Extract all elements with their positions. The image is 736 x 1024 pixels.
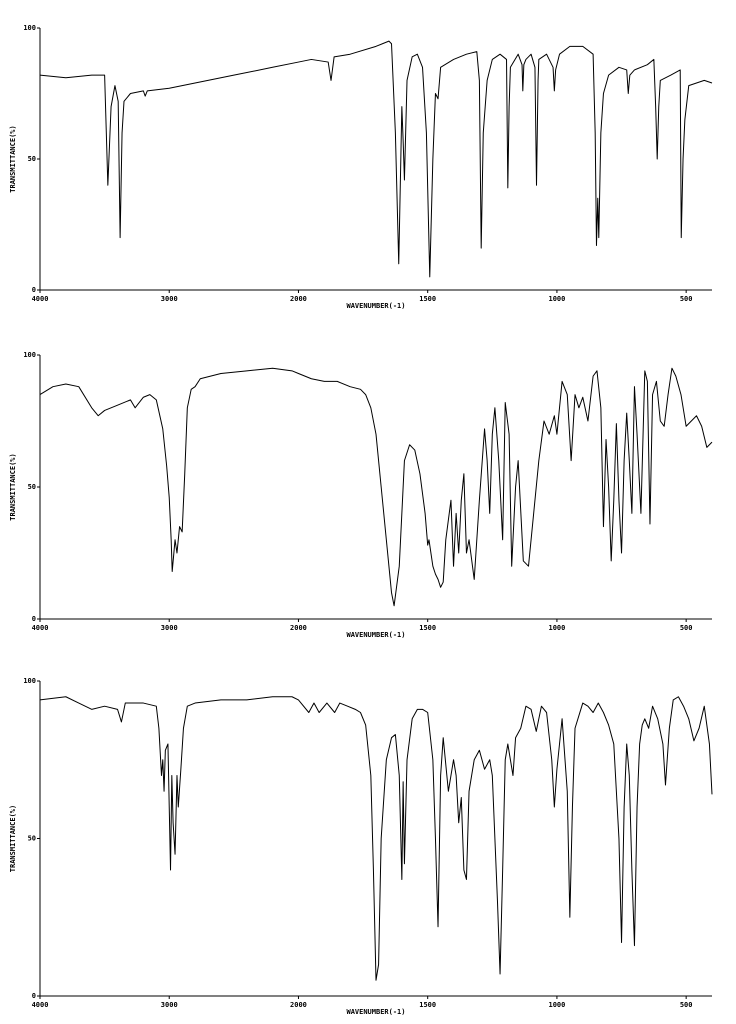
x-tick-label: 4000 [32, 624, 49, 632]
x-tick-label: 3000 [161, 624, 178, 632]
x-tick-label: 3000 [161, 1001, 178, 1009]
x-axis-label: WAVENUMBER(-1) [346, 631, 405, 639]
x-axis-label: WAVENUMBER(-1) [346, 1008, 405, 1016]
x-tick-label: 500 [680, 295, 693, 303]
x-tick-label: 4000 [32, 1001, 49, 1009]
x-tick-label: 2000 [290, 624, 307, 632]
x-tick-label: 2000 [290, 295, 307, 303]
y-axis-label: TRANSMITTANCE(%) [9, 453, 17, 520]
y-axis-label: TRANSMITTANCE(%) [9, 805, 17, 872]
y-tick-label: 100 [23, 351, 36, 359]
spectrum-line [39, 367, 713, 607]
y-axis-label: TRANSMITTANCE(%) [9, 125, 17, 192]
y-tick-label: 0 [32, 992, 36, 1000]
x-tick-label: 4000 [32, 295, 49, 303]
spectrum-line [39, 40, 713, 278]
x-tick-label: 500 [680, 1001, 693, 1009]
y-tick-label: 100 [23, 677, 36, 685]
x-tick-label: 1000 [548, 1001, 565, 1009]
x-tick-label: 2000 [290, 1001, 307, 1009]
y-tick-label: 0 [32, 286, 36, 294]
x-tick-label: 500 [680, 624, 693, 632]
spectrum-line [39, 696, 713, 981]
x-tick-label: 3000 [161, 295, 178, 303]
y-tick-label: 100 [23, 24, 36, 32]
x-tick-label: 1500 [419, 624, 436, 632]
x-tick-label: 1000 [548, 624, 565, 632]
x-axis-label: WAVENUMBER(-1) [346, 302, 405, 310]
y-tick-label: 0 [32, 615, 36, 623]
y-tick-label: 50 [28, 835, 36, 843]
x-tick-label: 1500 [419, 295, 436, 303]
y-tick-label: 50 [28, 155, 36, 163]
x-tick-label: 1500 [419, 1001, 436, 1009]
y-tick-label: 50 [28, 483, 36, 491]
x-tick-label: 1000 [548, 295, 565, 303]
